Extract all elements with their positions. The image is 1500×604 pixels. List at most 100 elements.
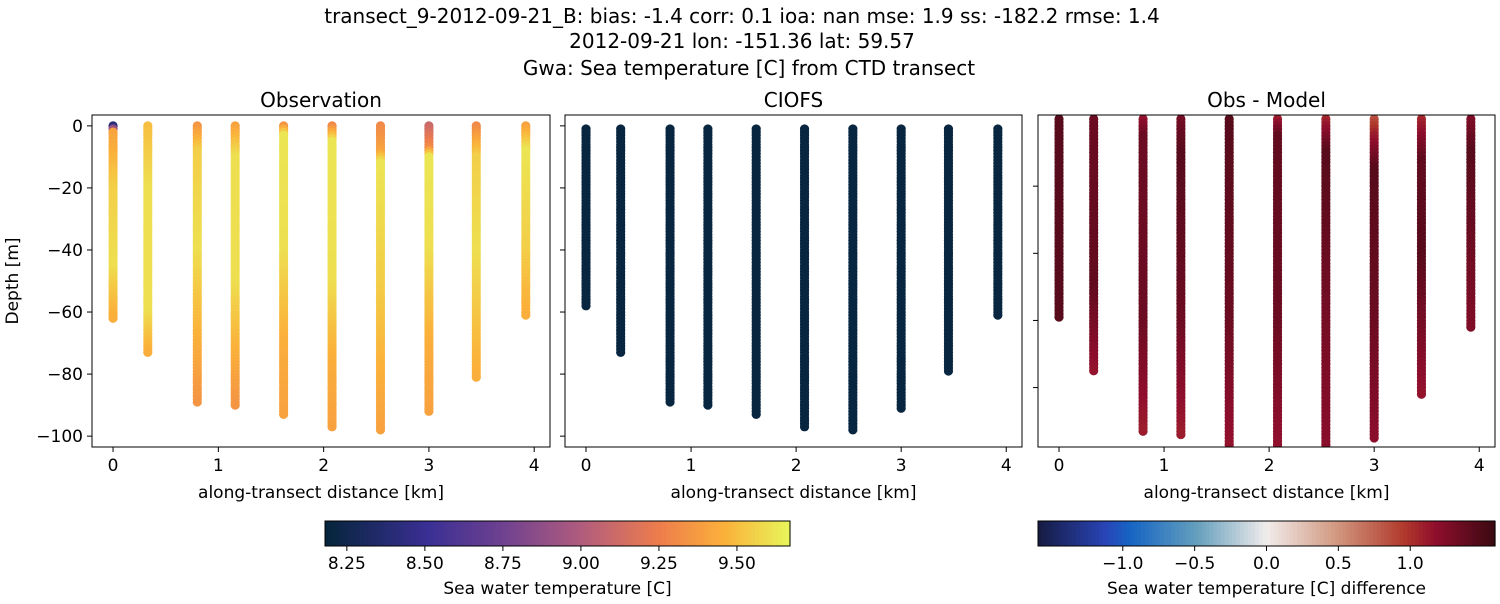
data-point: [848, 425, 858, 435]
colorbar-segment: [344, 521, 349, 546]
colorbar-segment: [1175, 521, 1180, 546]
y-axis-label: Depth [m]: [3, 237, 23, 324]
data-point: [1276, 446, 1279, 447]
colorbar-segment: [1247, 521, 1252, 546]
colorbar-tick-label: 8.50: [406, 554, 444, 574]
colorbar-segment: [1346, 521, 1351, 546]
colorbar-segment: [1133, 521, 1138, 546]
colorbar-segment: [425, 521, 431, 546]
colorbar-segment: [1186, 521, 1191, 546]
x-tick-label: 4: [529, 456, 540, 476]
colorbar-segment: [576, 521, 582, 546]
colorbar-segment: [1342, 521, 1348, 546]
axes-frame: [91, 114, 551, 448]
colorbar-segment: [693, 521, 698, 546]
data-point: [665, 397, 675, 407]
colorbar-segment: [1354, 521, 1359, 546]
data-point: [799, 422, 810, 432]
colorbar-segment: [1483, 521, 1488, 546]
colorbar-tick-label: −1.0: [1102, 554, 1143, 574]
colorbar-tick-label: 9.50: [718, 554, 756, 574]
colorbar-segment: [580, 521, 586, 546]
colorbar-segment: [1460, 521, 1466, 546]
data-point: [581, 301, 591, 311]
colorbar-segment: [662, 521, 667, 546]
colorbar-segment: [511, 521, 516, 546]
colorbar-segment: [716, 521, 721, 546]
colorbar-segment: [1106, 521, 1111, 546]
colorbar-segment: [1228, 521, 1233, 546]
colorbar-segment: [526, 521, 531, 546]
colorbar-segment: [1125, 521, 1130, 546]
colorbar-segment: [379, 521, 384, 546]
colorbar-segment: [619, 521, 624, 546]
profile-2: [1138, 115, 1148, 436]
profile-5: [1272, 115, 1283, 447]
colorbar-segment: [1472, 521, 1477, 546]
axes-frame: [564, 114, 1023, 448]
colorbar-segment: [514, 521, 520, 546]
colorbar-segment: [607, 521, 613, 546]
profile-9: [521, 121, 531, 320]
colorbar-2: −1.0 −0.5 0.0 0.5 1.0 Sea water temperature […: [1037, 520, 1496, 599]
colorbar-segment: [1434, 521, 1439, 546]
colorbar-segment: [1468, 521, 1473, 546]
colorbar-segment: [1289, 521, 1294, 546]
colorbar-segment: [1426, 521, 1431, 546]
colorbar-segment: [1144, 521, 1150, 546]
colorbar-segment: [518, 521, 524, 546]
x-tick-label: 3: [424, 456, 435, 476]
colorbar-segment: [1251, 521, 1256, 546]
colorbar-segment: [1167, 521, 1172, 546]
colorbar-segment: [472, 521, 477, 546]
colorbar-segment: [1403, 521, 1409, 546]
colorbar-segment: [1224, 521, 1230, 546]
colorbar-segment: [600, 521, 605, 546]
colorbar-segment: [604, 521, 609, 546]
colorbar-segment: [638, 521, 644, 546]
colorbar-segment: [635, 521, 640, 546]
colorbar-tick-label: 9.25: [640, 554, 678, 574]
colorbar-segment: [1209, 521, 1214, 546]
colorbar-segment: [1430, 521, 1435, 546]
profile-7: [424, 121, 434, 416]
colorbar-segment: [402, 521, 407, 546]
colorbar-segment: [359, 521, 365, 546]
colorbar-segment: [468, 521, 473, 546]
profile-6: [375, 121, 386, 435]
colorbar-segment: [1369, 521, 1374, 546]
colorbar-segment: [495, 521, 500, 546]
y-tick-label: −20: [47, 179, 83, 199]
data-point: [703, 400, 713, 410]
colorbar-segment: [1384, 521, 1389, 546]
profile-8: [471, 121, 481, 382]
colorbar-segment: [1064, 521, 1070, 546]
colorbar-segment: [1129, 521, 1134, 546]
colorbar-segment: [561, 521, 566, 546]
x-tick-label: 1: [213, 456, 224, 476]
colorbar-segment: [390, 521, 396, 546]
colorbar-segment: [573, 521, 578, 546]
colorbar-1: 8.25 8.50 8.75 9.00 9.25 9.50 Sea water temper…: [324, 520, 791, 599]
colorbar-segment: [530, 521, 535, 546]
colorbar-segment: [1178, 521, 1184, 546]
colorbar-segment: [507, 521, 512, 546]
y-tick-label: −100: [36, 427, 83, 447]
data-points: [1054, 115, 1476, 447]
data-point: [616, 347, 626, 357]
colorbar-tick-label: 9.00: [562, 554, 600, 574]
colorbar-segment: [1236, 521, 1241, 546]
x-tick-label: 1: [686, 456, 697, 476]
data-point: [751, 409, 761, 420]
axes-frame: [1037, 114, 1496, 448]
colorbar-segment: [325, 521, 330, 546]
colorbar-segment: [1361, 521, 1367, 546]
colorbar-segment: [476, 521, 481, 546]
colorbar-segment: [1152, 521, 1157, 546]
colorbar-segment: [1308, 521, 1313, 546]
colorbar-segment: [747, 521, 752, 546]
colorbar-segment: [739, 521, 745, 546]
colorbar-segment: [1395, 521, 1401, 546]
data-point: [108, 313, 118, 323]
colorbar-segment: [332, 521, 338, 546]
